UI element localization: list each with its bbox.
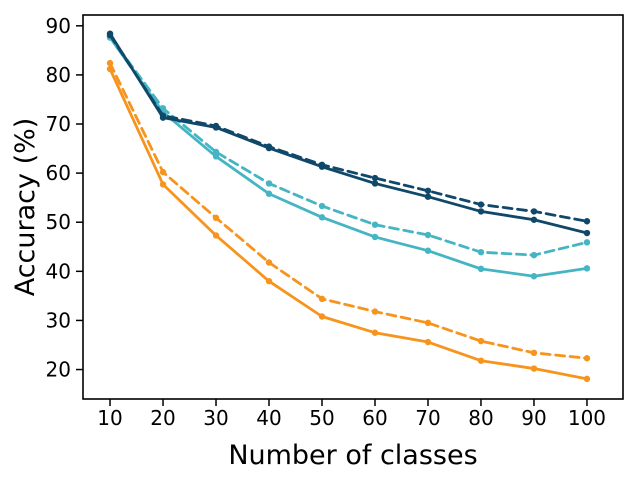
data-point-dark-blue-dashed bbox=[212, 122, 220, 130]
data-point-orange-solid bbox=[159, 181, 167, 188]
data-point-orange-dashed bbox=[424, 319, 432, 327]
data-point-teal-dashed bbox=[159, 105, 167, 112]
data-point-teal-solid bbox=[583, 265, 591, 272]
axes-spines bbox=[82, 14, 624, 400]
x-tick-label: 40 bbox=[256, 406, 281, 430]
x-tick-label: 80 bbox=[468, 406, 493, 430]
plot-area: 10 20 30 40 50 60 70 80 90 100 20 30 40 50 60 70 80 90 bbox=[46, 14, 624, 430]
data-point-teal-dashed bbox=[477, 248, 485, 256]
y-tick-label: 30 bbox=[46, 308, 71, 332]
data-point-orange-dashed bbox=[530, 349, 538, 357]
data-point-teal-dashed bbox=[583, 239, 591, 246]
data-point-dark-blue-dashed bbox=[106, 31, 114, 39]
series-line-orange-solid bbox=[108, 67, 589, 381]
x-axis-label: Number of classes bbox=[228, 440, 477, 471]
data-point-teal-solid bbox=[265, 190, 273, 197]
data-point-dark-blue-dashed bbox=[371, 174, 379, 182]
y-tick-label: 40 bbox=[46, 259, 71, 283]
x-tick-label: 90 bbox=[521, 406, 546, 430]
data-point-dark-blue-solid bbox=[583, 229, 591, 237]
data-point-orange-dashed bbox=[371, 308, 379, 315]
y-tick-label: 80 bbox=[46, 63, 71, 87]
series-line-dark-blue-solid bbox=[108, 32, 589, 235]
data-point-teal-solid bbox=[212, 153, 220, 160]
data-point-dark-blue-dashed bbox=[477, 201, 485, 208]
y-tick-label: 90 bbox=[46, 14, 71, 38]
x-tick-label: 50 bbox=[309, 406, 334, 430]
data-point-orange-solid bbox=[371, 329, 379, 336]
series-line-teal-dashed bbox=[108, 35, 589, 257]
series-line-orange-dashed bbox=[108, 61, 589, 360]
data-point-dark-blue-dashed bbox=[318, 161, 326, 168]
data-point-teal-dashed bbox=[265, 180, 273, 187]
x-tick-label: 30 bbox=[203, 406, 228, 430]
data-point-orange-dashed bbox=[477, 337, 485, 345]
data-point-teal-dashed bbox=[318, 202, 326, 210]
data-point-orange-dashed bbox=[583, 355, 591, 362]
data-point-orange-dashed bbox=[212, 214, 220, 222]
data-point-dark-blue-dashed bbox=[530, 208, 538, 215]
y-tick-label: 20 bbox=[46, 358, 71, 382]
x-tick-label: 60 bbox=[362, 406, 387, 430]
data-point-orange-solid bbox=[424, 338, 432, 346]
y-tick-label: 50 bbox=[46, 210, 71, 234]
data-point-dark-blue-dashed bbox=[424, 187, 432, 194]
data-point-teal-dashed bbox=[530, 251, 538, 259]
data-point-teal-solid bbox=[477, 265, 485, 273]
data-point-dark-blue-solid bbox=[424, 193, 432, 200]
data-point-orange-dashed bbox=[106, 59, 114, 67]
data-point-dark-blue-solid bbox=[530, 216, 538, 223]
x-tick-label: 100 bbox=[568, 406, 606, 430]
data-point-orange-dashed bbox=[318, 295, 326, 303]
data-point-dark-blue-solid bbox=[371, 180, 379, 187]
data-point-orange-solid bbox=[583, 375, 591, 383]
data-point-teal-solid bbox=[424, 247, 432, 254]
y-axis-label: Accuracy (%) bbox=[10, 118, 41, 297]
data-point-dark-blue-dashed bbox=[265, 143, 273, 150]
data-point-teal-dashed bbox=[212, 148, 220, 156]
series-line-dark-blue-dashed bbox=[108, 33, 589, 223]
x-tick-label: 70 bbox=[415, 406, 440, 430]
data-point-orange-solid bbox=[265, 277, 273, 285]
y-tick-label: 70 bbox=[46, 112, 71, 136]
series-line-teal-solid bbox=[108, 36, 589, 278]
data-point-dark-blue-solid bbox=[477, 208, 485, 215]
data-point-teal-dashed bbox=[424, 231, 432, 239]
data-point-orange-solid bbox=[212, 232, 220, 239]
data-point-teal-dashed bbox=[371, 221, 379, 228]
data-point-teal-solid bbox=[318, 214, 326, 221]
data-point-dark-blue-dashed bbox=[583, 218, 591, 225]
data-point-orange-solid bbox=[530, 365, 538, 372]
y-tick-label: 60 bbox=[46, 161, 71, 185]
data-point-orange-dashed bbox=[265, 259, 273, 266]
data-point-teal-solid bbox=[371, 233, 379, 241]
data-point-orange-dashed bbox=[159, 168, 167, 176]
x-tick-label: 20 bbox=[150, 406, 175, 430]
x-tick-label: 10 bbox=[97, 406, 122, 430]
data-point-dark-blue-dashed bbox=[159, 112, 167, 119]
data-point-teal-solid bbox=[530, 273, 538, 280]
data-point-orange-solid bbox=[318, 313, 326, 320]
data-point-orange-solid bbox=[477, 357, 485, 364]
